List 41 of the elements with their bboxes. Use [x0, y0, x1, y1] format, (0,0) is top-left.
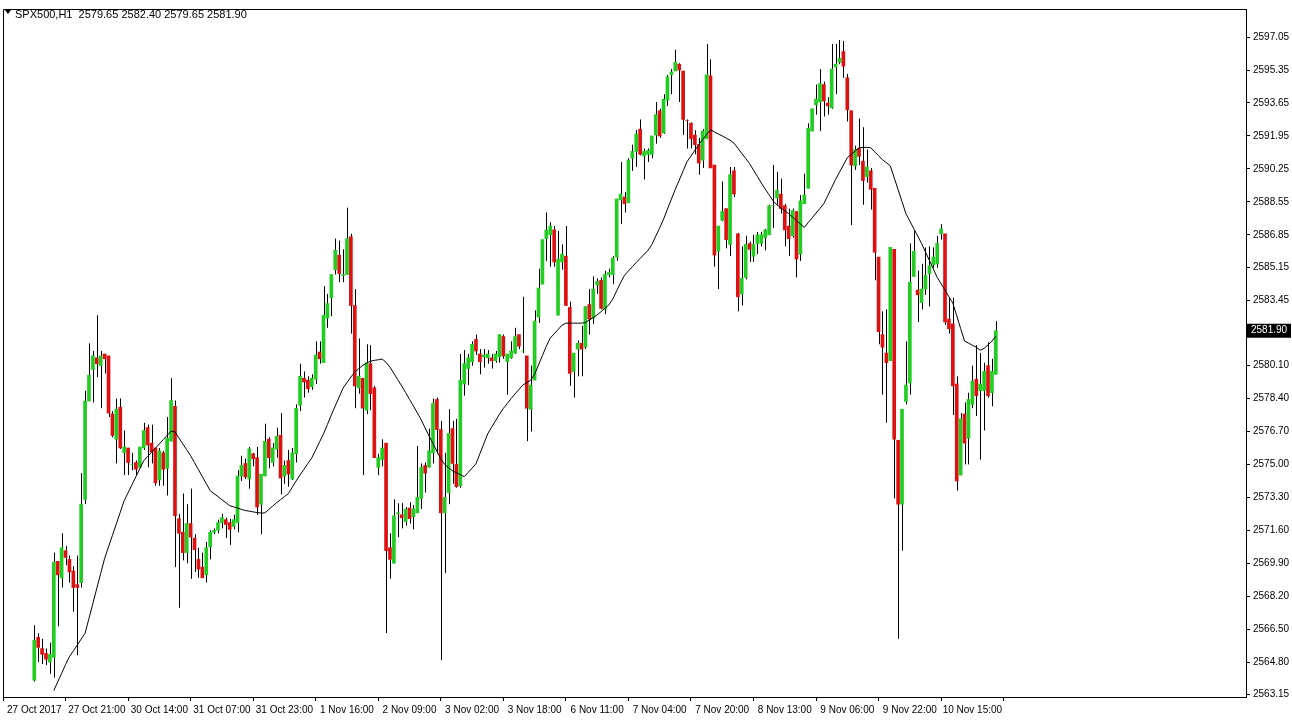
y-tick-label: 2591.95: [1253, 129, 1290, 141]
y-tick-label: 2573.30: [1253, 491, 1290, 503]
x-tick-label: 1 Nov 16:00: [320, 703, 375, 715]
x-tick-label: 31 Oct 23:00: [255, 703, 314, 715]
y-tick-label: 2595.35: [1253, 63, 1290, 75]
y-tick-label: 2571.60: [1253, 524, 1290, 536]
candlestick: [888, 246, 893, 362]
y-tick-label: 2564.80: [1253, 655, 1290, 667]
y-tick-label: 2593.65: [1253, 96, 1290, 108]
x-tick-label: 27 Oct 2017: [7, 703, 62, 715]
x-tick-label: 6 Nov 11:00: [570, 703, 625, 715]
y-tick-label: 2586.85: [1253, 228, 1290, 240]
x-tick-label: 2 Nov 09:00: [382, 703, 437, 715]
x-tick-label: 7 Nov 20:00: [695, 703, 750, 715]
x-tick-label: 3 Nov 18:00: [507, 703, 562, 715]
y-tick-label: 2568.20: [1253, 589, 1290, 601]
y-tick-label: 2578.40: [1253, 392, 1290, 404]
text: 2581.90: [1251, 324, 1288, 336]
x-tick-label: 30 Oct 14:00: [130, 703, 189, 715]
y-tick-label: 2597.05: [1253, 30, 1290, 42]
x-tick-label: 9 Nov 06:00: [820, 703, 875, 715]
x-tick-label: 10 Nov 15:00: [942, 703, 1003, 715]
y-tick-label: 2585.15: [1253, 261, 1290, 273]
y-tick-label: 2588.55: [1253, 195, 1290, 207]
x-tick-label: 3 Nov 02:00: [445, 703, 500, 715]
y-tick-label: 2580.10: [1253, 359, 1290, 371]
y-tick-label: 2583.45: [1253, 294, 1290, 306]
x-tick-label: 27 Oct 21:00: [68, 703, 126, 715]
y-tick-label: 2563.15: [1253, 687, 1290, 699]
y-tick-label: 2566.50: [1253, 622, 1290, 634]
candlestick: [767, 204, 771, 236]
x-tick-label: 31 Oct 07:00: [193, 703, 251, 715]
x-tick-label: 8 Nov 13:00: [757, 703, 813, 715]
candlestick: [657, 108, 662, 139]
chart-title: SPX500,H1 2579.65 2582.40 2579.65 2581.90: [15, 8, 247, 21]
y-tick-label: 2569.90: [1253, 557, 1290, 569]
y-tick-label: 2576.70: [1253, 425, 1290, 437]
x-tick-label: 9 Nov 22:00: [882, 703, 938, 715]
y-tick-label: 2575.00: [1253, 458, 1290, 470]
x-tick-label: 7 Nov 04:00: [632, 703, 688, 715]
y-tick-label: 2590.25: [1253, 162, 1290, 174]
